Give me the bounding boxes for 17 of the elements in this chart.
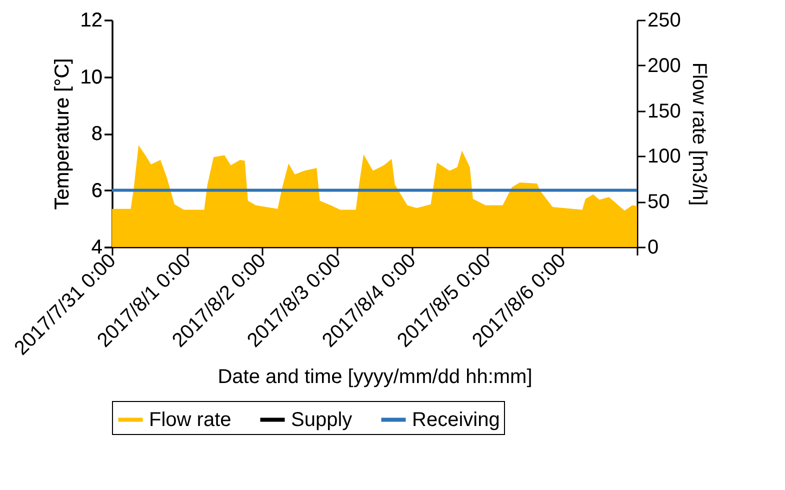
y-tick-label: 10 xyxy=(80,66,102,88)
legend-label: Receiving xyxy=(412,408,500,431)
y2-tick-label: 50 xyxy=(648,191,670,214)
y2-tick-label: 200 xyxy=(648,54,681,77)
x-axis-title: Date and time [yyyy/mm/dd hh:mm] xyxy=(218,366,532,388)
y2-tick-label: 150 xyxy=(648,100,681,122)
legend-label: Flow rate xyxy=(149,408,232,431)
y2-tick-label: 250 xyxy=(648,10,681,32)
y2-tick-label: 100 xyxy=(648,146,681,168)
y-tick-label: 8 xyxy=(91,123,102,145)
y-axis-title: Temperature [°C] xyxy=(51,58,74,210)
y2-tick-label: 0 xyxy=(648,236,659,258)
legend-label: Supply xyxy=(291,408,352,431)
y2-axis-title: Flow rate [m3/h] xyxy=(688,62,710,206)
y-tick-label: 6 xyxy=(91,180,102,202)
y-tick-label: 12 xyxy=(80,10,102,32)
y-tick-label: 4 xyxy=(91,236,102,258)
